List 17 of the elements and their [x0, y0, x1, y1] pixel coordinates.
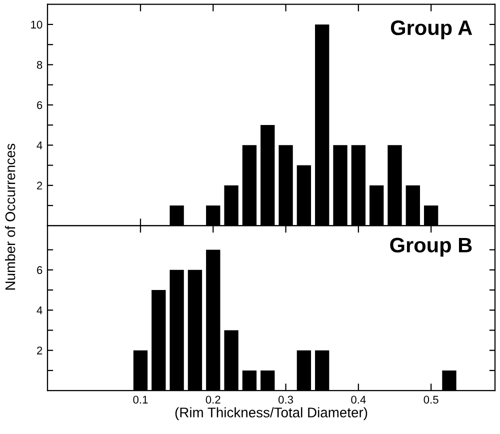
y-tick-label: 4 [36, 306, 42, 314]
annotation: Group A [390, 20, 472, 40]
y-axis-title: Number of Occurrences [5, 144, 16, 290]
y-tick-label: 4 [36, 142, 42, 150]
y-tick-label: 6 [37, 101, 42, 110]
x-tick-label: 0.5 [424, 396, 438, 404]
x-tick-label: 0.3 [278, 396, 294, 404]
x-tick-label: 0.2 [206, 396, 220, 404]
y-tick-label: 6 [37, 266, 42, 274]
y-tick-label: 2 [37, 182, 42, 190]
annotation: Group B [390, 238, 472, 257]
x-axis-title: (Rim Thickness/Total Diameter) [175, 407, 368, 420]
y-tick-label: 8 [36, 60, 42, 69]
y-tick-label: 10 [31, 20, 42, 29]
y-tick-label: 2 [37, 346, 42, 354]
x-tick-label: 0.1 [133, 396, 148, 404]
x-tick-label: 0.4 [351, 396, 366, 404]
